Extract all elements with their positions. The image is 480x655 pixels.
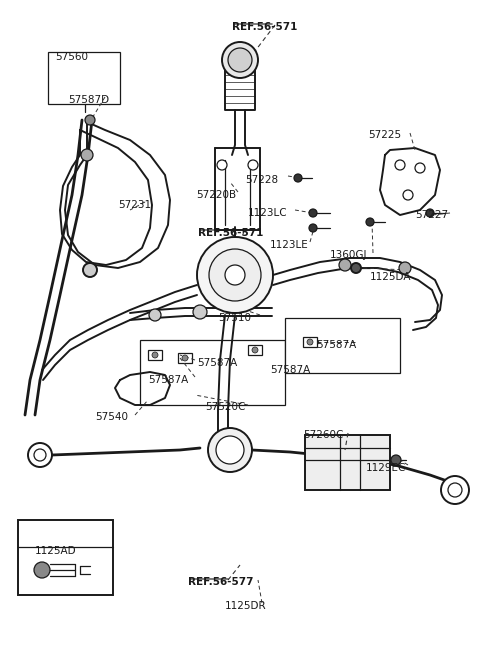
Bar xyxy=(248,345,262,355)
Circle shape xyxy=(81,149,93,161)
Circle shape xyxy=(426,209,434,217)
Text: 57220B: 57220B xyxy=(196,190,236,200)
Text: 1125AD: 1125AD xyxy=(35,546,77,556)
Text: 57227: 57227 xyxy=(415,210,448,220)
Circle shape xyxy=(399,262,411,274)
Text: 1125DA: 1125DA xyxy=(370,272,411,282)
Circle shape xyxy=(294,174,302,182)
Circle shape xyxy=(448,483,462,497)
Circle shape xyxy=(34,449,46,461)
Bar xyxy=(148,350,162,360)
Bar xyxy=(178,353,192,363)
Circle shape xyxy=(351,263,361,273)
Circle shape xyxy=(309,209,317,217)
Circle shape xyxy=(152,352,158,358)
Circle shape xyxy=(149,309,161,321)
Circle shape xyxy=(28,443,52,467)
Text: 57510: 57510 xyxy=(218,313,251,323)
Circle shape xyxy=(208,428,252,472)
Circle shape xyxy=(395,160,405,170)
Text: 1123LC: 1123LC xyxy=(248,208,288,218)
Circle shape xyxy=(85,115,95,125)
Text: 57228: 57228 xyxy=(245,175,278,185)
Text: REF.56-571: REF.56-571 xyxy=(232,22,298,32)
Bar xyxy=(303,337,317,347)
Circle shape xyxy=(216,436,244,464)
Text: 57260C: 57260C xyxy=(303,430,343,440)
Bar xyxy=(305,435,390,490)
Text: 1123LE: 1123LE xyxy=(270,240,309,250)
Text: REF.56-571: REF.56-571 xyxy=(198,228,264,238)
Text: 57231: 57231 xyxy=(118,200,151,210)
Circle shape xyxy=(403,190,413,200)
Circle shape xyxy=(193,305,207,319)
Circle shape xyxy=(415,163,425,173)
Circle shape xyxy=(228,48,252,72)
Bar xyxy=(285,318,400,373)
Text: 1125DR: 1125DR xyxy=(225,601,266,611)
Circle shape xyxy=(339,259,351,271)
Text: 1129EC: 1129EC xyxy=(366,463,407,473)
Text: 57520C: 57520C xyxy=(205,402,245,412)
Bar xyxy=(48,52,120,104)
Circle shape xyxy=(248,160,258,170)
Circle shape xyxy=(441,476,469,504)
Bar xyxy=(18,520,113,595)
Text: 57587A: 57587A xyxy=(148,375,188,385)
Circle shape xyxy=(34,562,50,578)
Circle shape xyxy=(366,218,374,226)
Circle shape xyxy=(309,224,317,232)
Text: 57225: 57225 xyxy=(368,130,401,140)
Circle shape xyxy=(182,355,188,361)
Bar xyxy=(140,340,285,405)
Circle shape xyxy=(222,42,258,78)
Circle shape xyxy=(307,339,313,345)
Text: REF.56-577: REF.56-577 xyxy=(188,577,253,587)
Text: 1360GJ: 1360GJ xyxy=(330,250,368,260)
Circle shape xyxy=(217,160,227,170)
Text: 57587A: 57587A xyxy=(270,365,310,375)
Circle shape xyxy=(391,455,401,465)
Circle shape xyxy=(83,263,97,277)
Text: 57587A: 57587A xyxy=(197,358,237,368)
Circle shape xyxy=(197,237,273,313)
Circle shape xyxy=(225,265,245,285)
Text: 57587A: 57587A xyxy=(316,340,356,350)
Text: 57587D: 57587D xyxy=(68,95,109,105)
Text: 57560: 57560 xyxy=(55,52,88,62)
Text: 57540: 57540 xyxy=(95,412,128,422)
Circle shape xyxy=(209,249,261,301)
Circle shape xyxy=(252,347,258,353)
